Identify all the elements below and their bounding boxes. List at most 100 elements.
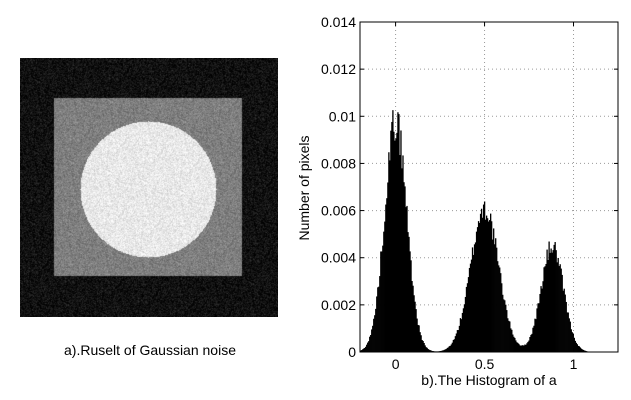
histogram-bar (469, 263, 472, 352)
histogram-bar (393, 131, 395, 352)
histogram-bar (521, 345, 523, 352)
histogram-bar (562, 290, 564, 352)
histogram-bar (514, 337, 516, 352)
histogram-bar (366, 344, 368, 352)
x-axis-label: b).The Histogram of a (421, 372, 557, 388)
histogram-bar (516, 342, 518, 352)
histogram-bar (395, 138, 397, 352)
histogram-bar (489, 220, 491, 352)
histogram-bar (443, 349, 445, 352)
histogram-bar (503, 299, 505, 352)
histogram-bar (449, 345, 452, 352)
histogram-bar (455, 333, 458, 352)
histogram-bar (427, 349, 429, 352)
histogram-bar (567, 312, 569, 352)
y-tick-label: 0.01 (329, 108, 356, 124)
histogram-bar (498, 265, 500, 352)
histogram-bar (450, 344, 453, 352)
histogram-bar (425, 347, 427, 352)
histogram-bar (507, 318, 509, 352)
histogram-bar (376, 296, 378, 352)
histogram-bar (371, 329, 373, 352)
x-tick-label: 1 (570, 356, 578, 372)
histogram-bar (533, 325, 535, 352)
histogram-bar (398, 114, 400, 352)
histogram-bar (525, 344, 527, 352)
histogram-bar (499, 267, 501, 352)
histogram-bar (370, 335, 372, 352)
histogram-bar (413, 295, 415, 352)
histogram-bar (547, 259, 549, 352)
histogram-bar (534, 318, 536, 352)
histogram-bar (377, 287, 379, 352)
histogram-bar (361, 350, 363, 352)
histogram-bar (546, 249, 548, 352)
histogram-bar (458, 325, 461, 352)
histogram-bar (369, 336, 371, 352)
histogram-bar (578, 346, 581, 352)
histogram-bar (563, 288, 565, 352)
histogram-bar (422, 340, 424, 352)
histogram-bar (421, 339, 423, 352)
histogram-bar (460, 319, 463, 352)
histogram-bar (415, 309, 417, 352)
histogram-bar (463, 304, 466, 352)
histogram-bar (579, 347, 582, 352)
histogram-bar (399, 155, 401, 352)
histogram-bar (555, 250, 557, 352)
image-caption: a).Ruselt of Gaussian noise (64, 342, 236, 358)
histogram-bar (407, 232, 409, 352)
histogram-bar (570, 329, 572, 352)
histogram-bar (505, 304, 507, 352)
histogram-bar (549, 252, 551, 352)
histogram-bar (372, 325, 374, 352)
histogram-bar (530, 334, 532, 352)
histogram-bar (364, 347, 366, 352)
histogram-bar (541, 288, 543, 352)
histogram-bar (451, 342, 454, 352)
histogram-bar (531, 333, 533, 352)
histogram-bar (373, 318, 375, 352)
y-tick-label: 0.004 (321, 250, 356, 266)
histogram-bar (464, 296, 467, 352)
histogram-bar (400, 130, 402, 352)
histogram-bar (418, 325, 420, 352)
histogram-bar (483, 201, 486, 352)
histogram-bar (380, 251, 382, 352)
histogram-bar (482, 204, 485, 352)
y-tick-label: 0.002 (321, 297, 356, 313)
histogram-bar (551, 252, 553, 352)
histogram-bar (405, 207, 407, 352)
histogram-bar (504, 300, 506, 352)
histogram-bar (573, 337, 575, 352)
histogram-bar (484, 219, 487, 352)
histogram-bar (379, 276, 381, 352)
histogram-bar (420, 335, 422, 352)
histogram-bar (401, 168, 403, 352)
histogram-bar (412, 285, 414, 352)
histogram-bars (360, 110, 590, 353)
y-tick-label: 0 (348, 344, 356, 360)
histogram-bar (362, 349, 364, 352)
histogram-bar (456, 330, 459, 352)
histogram-bar (486, 218, 489, 352)
histogram-bar (497, 261, 499, 352)
histogram-bar (444, 349, 446, 352)
histogram-bar (538, 303, 540, 352)
histogram-bar (565, 301, 567, 352)
histogram-bar (529, 336, 531, 352)
histogram-bar (535, 319, 537, 352)
histogram-bar (441, 350, 443, 352)
histogram-bar (554, 242, 556, 352)
histogram-bar (419, 332, 421, 352)
histogram-bar (523, 345, 525, 352)
histogram-bar (545, 263, 547, 352)
histogram-bar (368, 341, 370, 352)
histogram-bar (479, 213, 482, 352)
histogram-bar (397, 112, 399, 352)
histogram-bar (466, 283, 469, 352)
histogram-bar (572, 333, 574, 352)
histogram-bar (374, 315, 376, 352)
histogram-bar (481, 217, 484, 352)
histogram-bar (558, 266, 560, 352)
